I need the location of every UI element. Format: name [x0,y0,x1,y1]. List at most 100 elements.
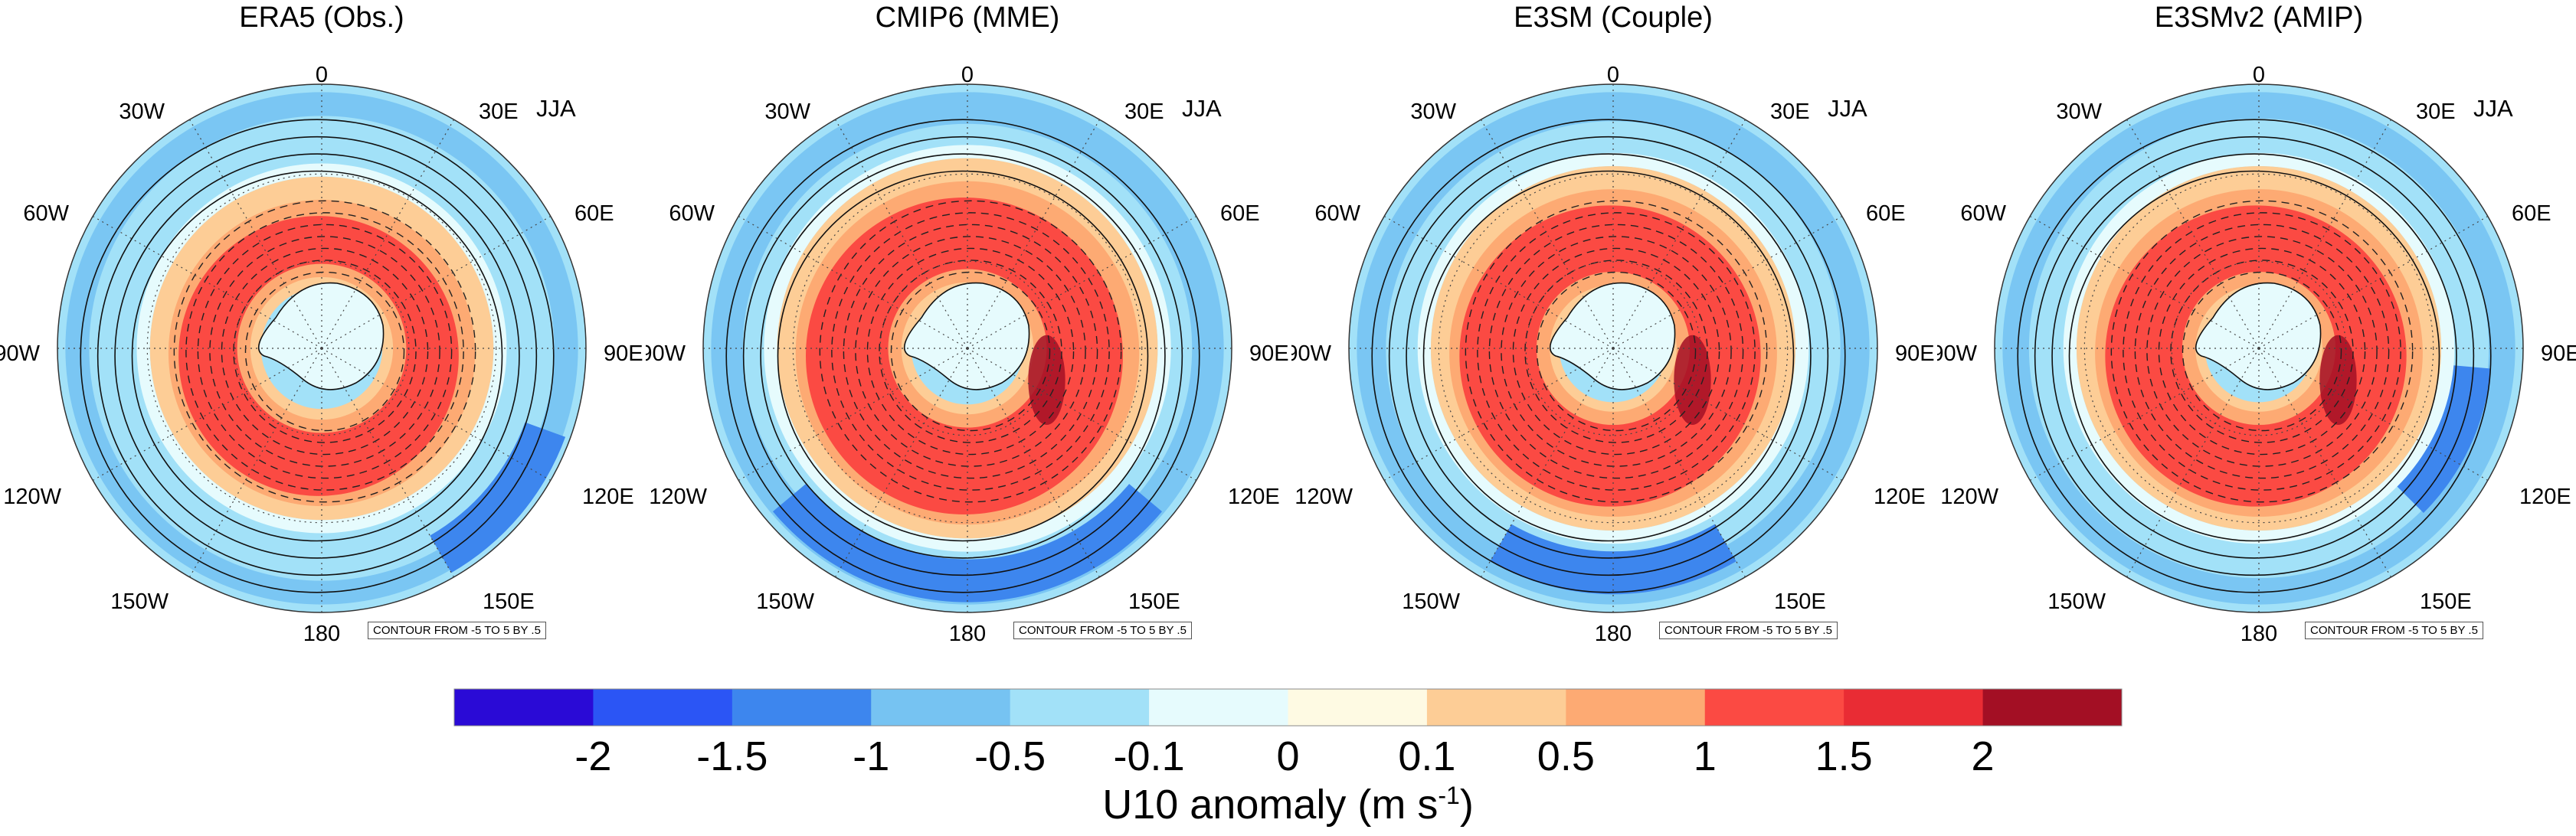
negative-anomaly-arc [430,422,566,573]
longitude-label: 150W [2047,589,2106,614]
colorbar-tick-label: 2 [1972,733,1995,779]
longitude-label: 150E [1774,589,1826,614]
panel-e3smv2-amip: 0 30E 60E 90E 120E 150E 180 150W 120W 90W 60W 30W JJ… [1937,0,2576,658]
longitude-label: 60W [23,201,69,226]
meridian [967,215,1197,349]
meridian [967,348,1101,578]
contour-note: CONTOUR FROM -5 TO 5 BY .5 [1659,622,1838,639]
longitude-label: 30W [764,100,810,124]
solid-contour [1371,119,1846,593]
dashed-contour [2182,271,2342,432]
colorbar-tick-label: 0.1 [1398,733,1455,779]
solid-contour [725,119,1200,593]
longitude-label: 180 [1595,622,1632,646]
longitude-label: 150W [1402,589,1460,614]
dashed-contour [185,212,464,491]
latitude-circle [792,173,1143,524]
dashed-contour [819,200,1122,503]
positive-band-strong [2105,205,2407,507]
positive-band-strong [806,198,1124,514]
longitude-label: 120E [2519,485,2571,509]
meridian [2029,215,2260,349]
map-layers [1348,83,1878,613]
meridian [1480,348,1614,578]
longitude-label: 150E [2420,589,2472,614]
colorbar-tick-label: -1 [853,733,889,779]
longitude-label: 180 [949,622,986,646]
colorbar: -2 -1.5 -1 -0.5 -0.1 0 0.1 0.5 1 1.5 2 [453,688,2123,779]
dashed-contour [855,236,1086,467]
meridian [2126,348,2260,578]
longitude-label: 150E [483,589,535,614]
colorbar-tick-label: -0.5 [974,733,1046,779]
season-label: JJA [536,95,576,122]
dashed-contour [2123,212,2401,491]
dashed-contour [879,260,1062,443]
solid-contour [131,170,503,542]
meridian [1383,215,1614,349]
max-anomaly-core [1028,335,1065,426]
longitude-label: 120W [1295,485,1353,509]
longitude-label: 150E [1128,589,1180,614]
longitude-label: 0 [1607,63,1619,87]
solid-contour [760,153,1166,559]
longitude-label: 60W [1960,201,2006,226]
solid-contour [1388,136,1829,576]
dashed-contour [2110,200,2414,503]
latitude-circle [1438,173,1789,524]
colorbar-title: U10 anomaly (m s-1) [1102,782,1474,828]
panel-title: E3SM (Couple) [1514,2,1713,34]
max-anomaly-core [2319,335,2357,426]
season-label: JJA [2473,95,2513,122]
longitude-label: 90W [1937,341,1978,366]
longitude-label: 150W [110,589,169,614]
meridian [321,348,552,482]
meridian [2258,215,2489,349]
longitude-label: 90W [1291,341,1332,366]
longitude-label: 180 [2240,622,2277,646]
longitude-label: 60E [1220,201,1260,226]
positive-band-strong [1459,205,1761,507]
dashed-contour [2146,236,2378,467]
solid-contour [1422,170,1795,542]
dashed-contour [866,247,1075,456]
polar-map: 0 30E 60E 90E 120E 150E 180 150W 120W 90W 60W 30W JJ… [1291,63,1935,646]
longitude-label: 120E [582,485,634,509]
longitude-label: 60W [1314,201,1360,226]
colorbar-cell [1426,689,1566,726]
panel-title: CMIP6 (MME) [875,2,1060,34]
latitude-circle [2083,173,2434,524]
longitude-label: 60E [574,201,614,226]
colorbar-cell [1566,689,1706,726]
dashed-contour [831,212,1110,491]
colorbar-cell [1982,689,2123,726]
antarctica [903,282,1030,390]
longitude-label: 60E [2512,201,2551,226]
meridian [1612,348,1843,482]
dashed-contour [233,260,417,443]
longitude-label: 90E [2541,341,2576,366]
colorbar-tick-label: 1.5 [1815,733,1873,779]
meridian [738,348,968,482]
meridian [834,119,968,349]
contour-note: CONTOUR FROM -5 TO 5 BY .5 [368,622,546,639]
dashed-contour [843,224,1098,479]
dashed-contour [221,247,429,456]
longitude-label: 120E [1874,485,1926,509]
dashed-contour [1512,247,1720,456]
meridian [188,348,322,578]
meridian [834,348,968,578]
dashed-contour [1488,224,1744,479]
longitude-label: 90E [1895,341,1935,366]
meridian [967,119,1101,349]
dashed-contour [2158,247,2366,456]
solid-contour [2068,170,2440,542]
solid-contour [80,119,555,593]
longitude-label: 30W [1410,100,1456,124]
longitude-label: 150W [756,589,814,614]
max-anomaly-core [1674,335,1711,426]
longitude-label: 90E [1249,341,1289,366]
season-label: JJA [1182,95,1222,122]
meridian [321,119,455,349]
longitude-label: 180 [303,622,340,646]
